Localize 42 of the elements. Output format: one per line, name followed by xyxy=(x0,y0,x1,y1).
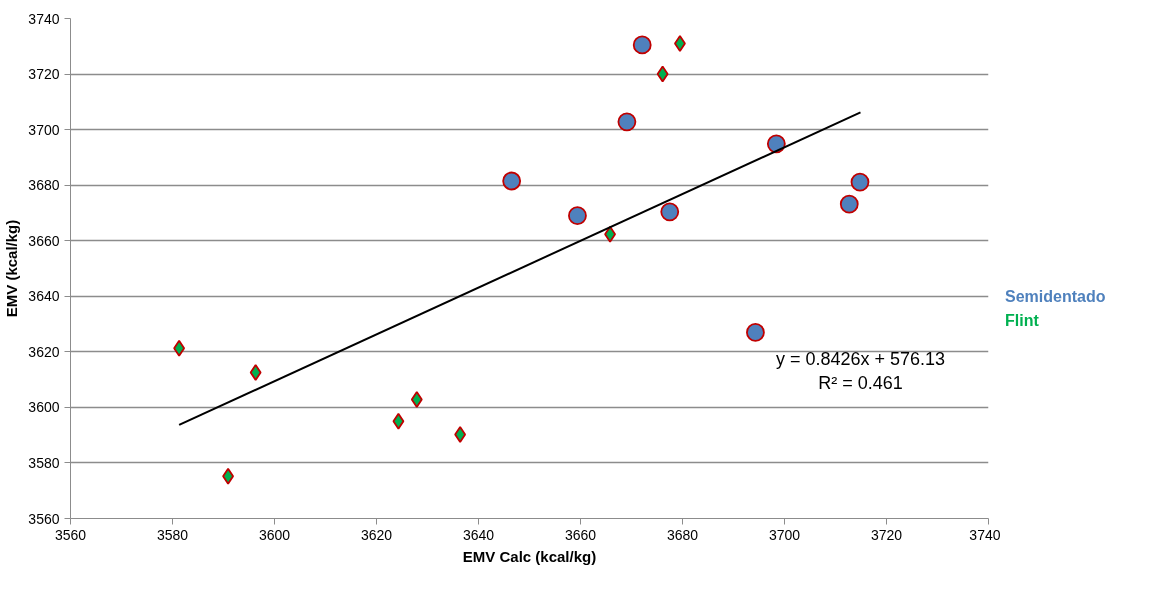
point xyxy=(502,171,522,191)
x-tick-label: 3640 xyxy=(462,526,495,543)
point xyxy=(392,412,405,430)
point xyxy=(660,202,680,222)
annotation: y = 0.8426x + 576.13 xyxy=(775,348,946,369)
y-tick-label: 3660 xyxy=(28,232,60,249)
y-tick-label: 3680 xyxy=(28,177,60,194)
point xyxy=(568,206,587,226)
y-tick-label: 3620 xyxy=(28,343,60,360)
y-tick-label: 3640 xyxy=(28,288,60,305)
point xyxy=(410,391,423,409)
y-axis-title: EMV (kcal/kg) xyxy=(3,219,21,318)
point xyxy=(617,112,637,132)
point xyxy=(850,172,870,192)
point xyxy=(249,363,262,381)
y-tick-label: 3740 xyxy=(28,10,60,27)
x-tick-label: 3700 xyxy=(768,526,801,543)
x-tick-label: 3680 xyxy=(666,526,699,543)
point xyxy=(674,35,686,52)
y-tick-label: 3600 xyxy=(28,399,60,416)
point xyxy=(766,134,786,154)
y-tick-label: 3720 xyxy=(28,66,60,83)
point xyxy=(746,323,765,342)
x-tick-label: 3600 xyxy=(258,526,291,543)
x-axis-title: EMV Calc (kcal/kg) xyxy=(462,547,597,565)
y-tick-label: 3580 xyxy=(28,454,60,471)
x-tick-label: 3660 xyxy=(564,526,597,543)
text: Flint xyxy=(1005,311,1040,331)
point xyxy=(839,194,859,214)
x-tick-label: 3560 xyxy=(54,526,87,543)
point xyxy=(656,65,669,83)
point xyxy=(173,339,186,357)
x-tick-label: 3720 xyxy=(870,526,903,543)
x-tick-label: 3620 xyxy=(360,526,393,543)
point xyxy=(632,35,652,55)
x-tick-label: 3740 xyxy=(969,526,1001,543)
text: Semidentado xyxy=(1005,287,1106,307)
point xyxy=(454,426,467,444)
y-tick-label: 3700 xyxy=(28,121,60,138)
y-tick-label: 3560 xyxy=(28,510,60,527)
annotation: R² = 0.461 xyxy=(818,372,903,393)
x-tick-label: 3580 xyxy=(156,526,189,543)
